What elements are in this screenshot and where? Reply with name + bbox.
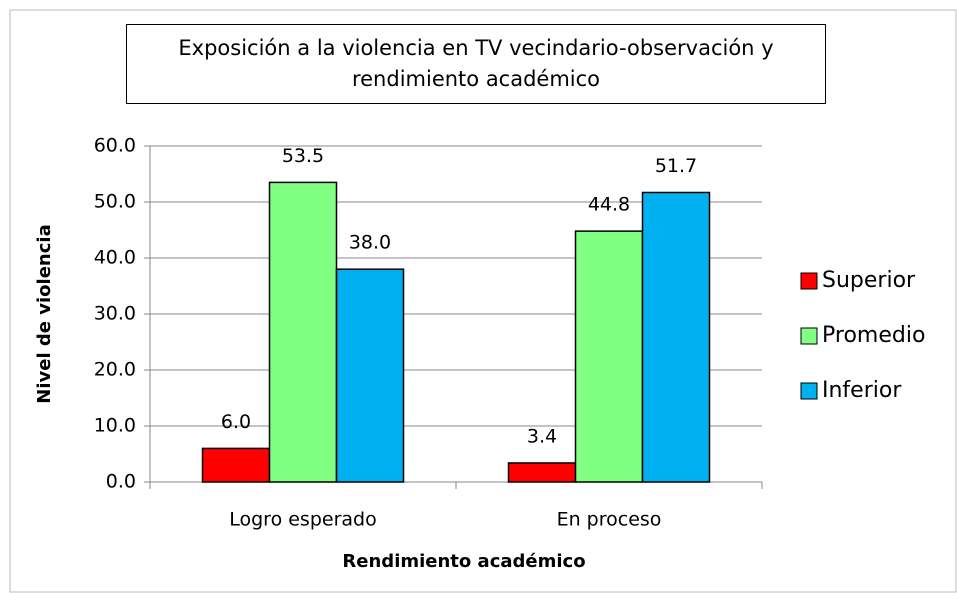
legend-label: Superior	[822, 268, 916, 293]
x-axis-label: Rendimiento académico	[342, 551, 585, 572]
y-tick-label: 60.0	[94, 135, 136, 157]
chart-border	[9, 9, 957, 593]
legend-label: Promedio	[822, 323, 925, 348]
bar	[201, 447, 271, 483]
data-label: 53.5	[282, 145, 324, 167]
data-label: 3.4	[527, 425, 557, 447]
bar	[335, 268, 405, 483]
bar	[507, 462, 577, 483]
y-tick-label: 50.0	[94, 191, 136, 213]
y-tick-label: 20.0	[94, 359, 136, 381]
legend-swatch	[800, 382, 818, 400]
y-tick-label: 0.0	[106, 471, 136, 493]
legend-swatch	[800, 327, 818, 345]
bar	[641, 191, 711, 483]
bar	[574, 230, 644, 483]
data-label: 44.8	[588, 194, 630, 216]
data-label: 6.0	[221, 411, 251, 433]
x-tick-label: Logro esperado	[229, 509, 376, 531]
y-tick-label: 10.0	[94, 415, 136, 437]
data-label: 51.7	[655, 155, 697, 177]
chart-title: Exposición a la violencia en TV vecindar…	[126, 24, 826, 104]
x-tick-label: En proceso	[557, 509, 662, 531]
y-tick-label: 30.0	[94, 303, 136, 325]
legend-swatch	[800, 272, 818, 290]
legend-label: Inferior	[822, 378, 902, 403]
data-label: 38.0	[349, 232, 391, 254]
y-tick-label: 40.0	[94, 247, 136, 269]
bar	[268, 181, 338, 483]
y-axis-label: Nivel de violencia	[34, 224, 55, 403]
